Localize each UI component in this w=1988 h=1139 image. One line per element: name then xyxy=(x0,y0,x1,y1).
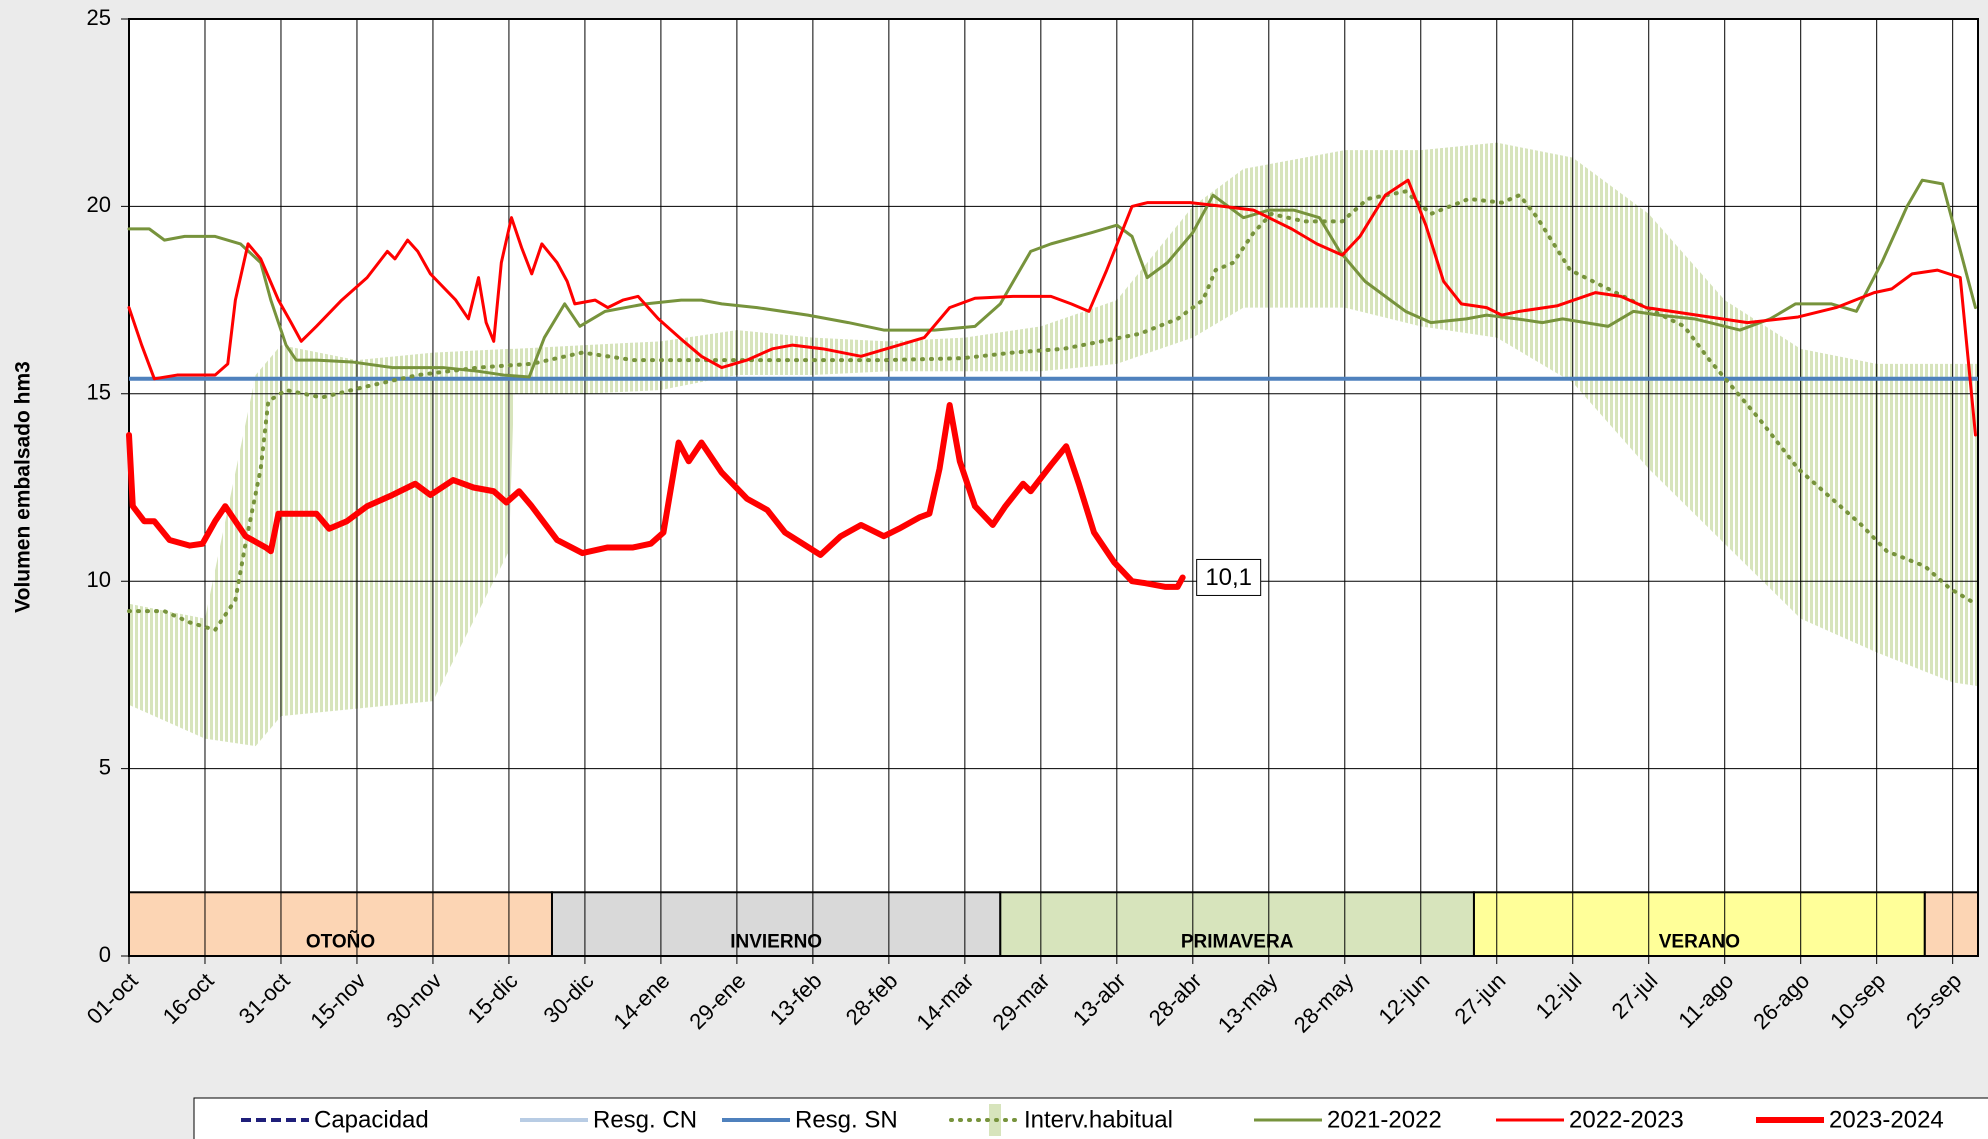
season-band xyxy=(1923,891,1979,957)
season-label: INVIERNO xyxy=(730,931,822,952)
x-tick-label: 28-may xyxy=(1289,968,1359,1038)
y-axis-label: Volumen embalsado hm3 xyxy=(12,361,35,613)
x-tick-label: 14-mar xyxy=(912,968,979,1035)
legend-label: Resg. CN xyxy=(593,1106,697,1133)
x-tick-label: 13-may xyxy=(1213,968,1283,1038)
legend-label: 2023-2024 xyxy=(1829,1106,1944,1133)
season-band xyxy=(999,891,1475,957)
x-tick-label: 31-oct xyxy=(234,968,295,1029)
x-tick-label: 29-ene xyxy=(684,968,750,1034)
y-tick-label: 10 xyxy=(87,567,111,592)
x-tick-label: 26-ago xyxy=(1748,968,1814,1034)
series-line xyxy=(127,178,1977,437)
series-line xyxy=(127,178,1977,379)
y-tick-label: 25 xyxy=(87,5,111,30)
series-line xyxy=(127,189,1978,632)
x-tick-label: 28-feb xyxy=(841,968,903,1030)
season-label: PRIMAVERA xyxy=(1181,931,1294,952)
x-tick-label: 16-oct xyxy=(158,968,219,1029)
x-tick-label: 13-abr xyxy=(1068,968,1131,1031)
x-tick-label: 27-jun xyxy=(1449,968,1510,1029)
x-tick-label: 12-jun xyxy=(1373,968,1434,1029)
x-tick-label: 14-ene xyxy=(608,968,674,1034)
series-line xyxy=(126,402,1186,590)
legend-label: Interv.habitual xyxy=(1024,1106,1173,1133)
x-tick-label: 15-nov xyxy=(305,968,370,1033)
x-tick-label: 12-jul xyxy=(1531,968,1587,1024)
season-label: OTOÑO xyxy=(306,930,375,952)
season-label: VERANO xyxy=(1659,931,1740,952)
legend-label: Resg. SN xyxy=(795,1106,898,1133)
x-tick-label: 29-mar xyxy=(988,968,1055,1035)
legend-label: 2021-2022 xyxy=(1327,1106,1442,1133)
season-band xyxy=(1472,891,1926,957)
season-band xyxy=(128,891,553,957)
y-tick-label: 5 xyxy=(99,754,111,779)
x-tick-label: 13-feb xyxy=(765,968,827,1030)
data-label: 10,1 xyxy=(1205,564,1252,591)
x-tick-label: 27-jul xyxy=(1607,968,1663,1024)
y-tick-label: 20 xyxy=(87,192,111,217)
x-tick-label: 25-sep xyxy=(1901,968,1966,1033)
x-tick-label: 15-dic xyxy=(463,968,523,1028)
x-tick-label: 11-ago xyxy=(1673,968,1738,1033)
legend-box xyxy=(193,1097,1988,1139)
x-tick-label: 10-sep xyxy=(1825,968,1890,1033)
legend-label: 2022-2023 xyxy=(1569,1106,1684,1133)
x-tick-label: 30-dic xyxy=(539,968,599,1028)
x-tick-label: 01-oct xyxy=(82,968,143,1029)
x-tick-label: 28-abr xyxy=(1144,968,1207,1031)
legend-label: Capacidad xyxy=(314,1106,429,1133)
y-tick-label: 0 xyxy=(99,942,111,967)
x-tick-label: 30-nov xyxy=(381,968,446,1033)
habitual-band xyxy=(129,142,1978,747)
data-label-box xyxy=(1196,558,1262,596)
y-tick-label: 15 xyxy=(87,380,111,405)
